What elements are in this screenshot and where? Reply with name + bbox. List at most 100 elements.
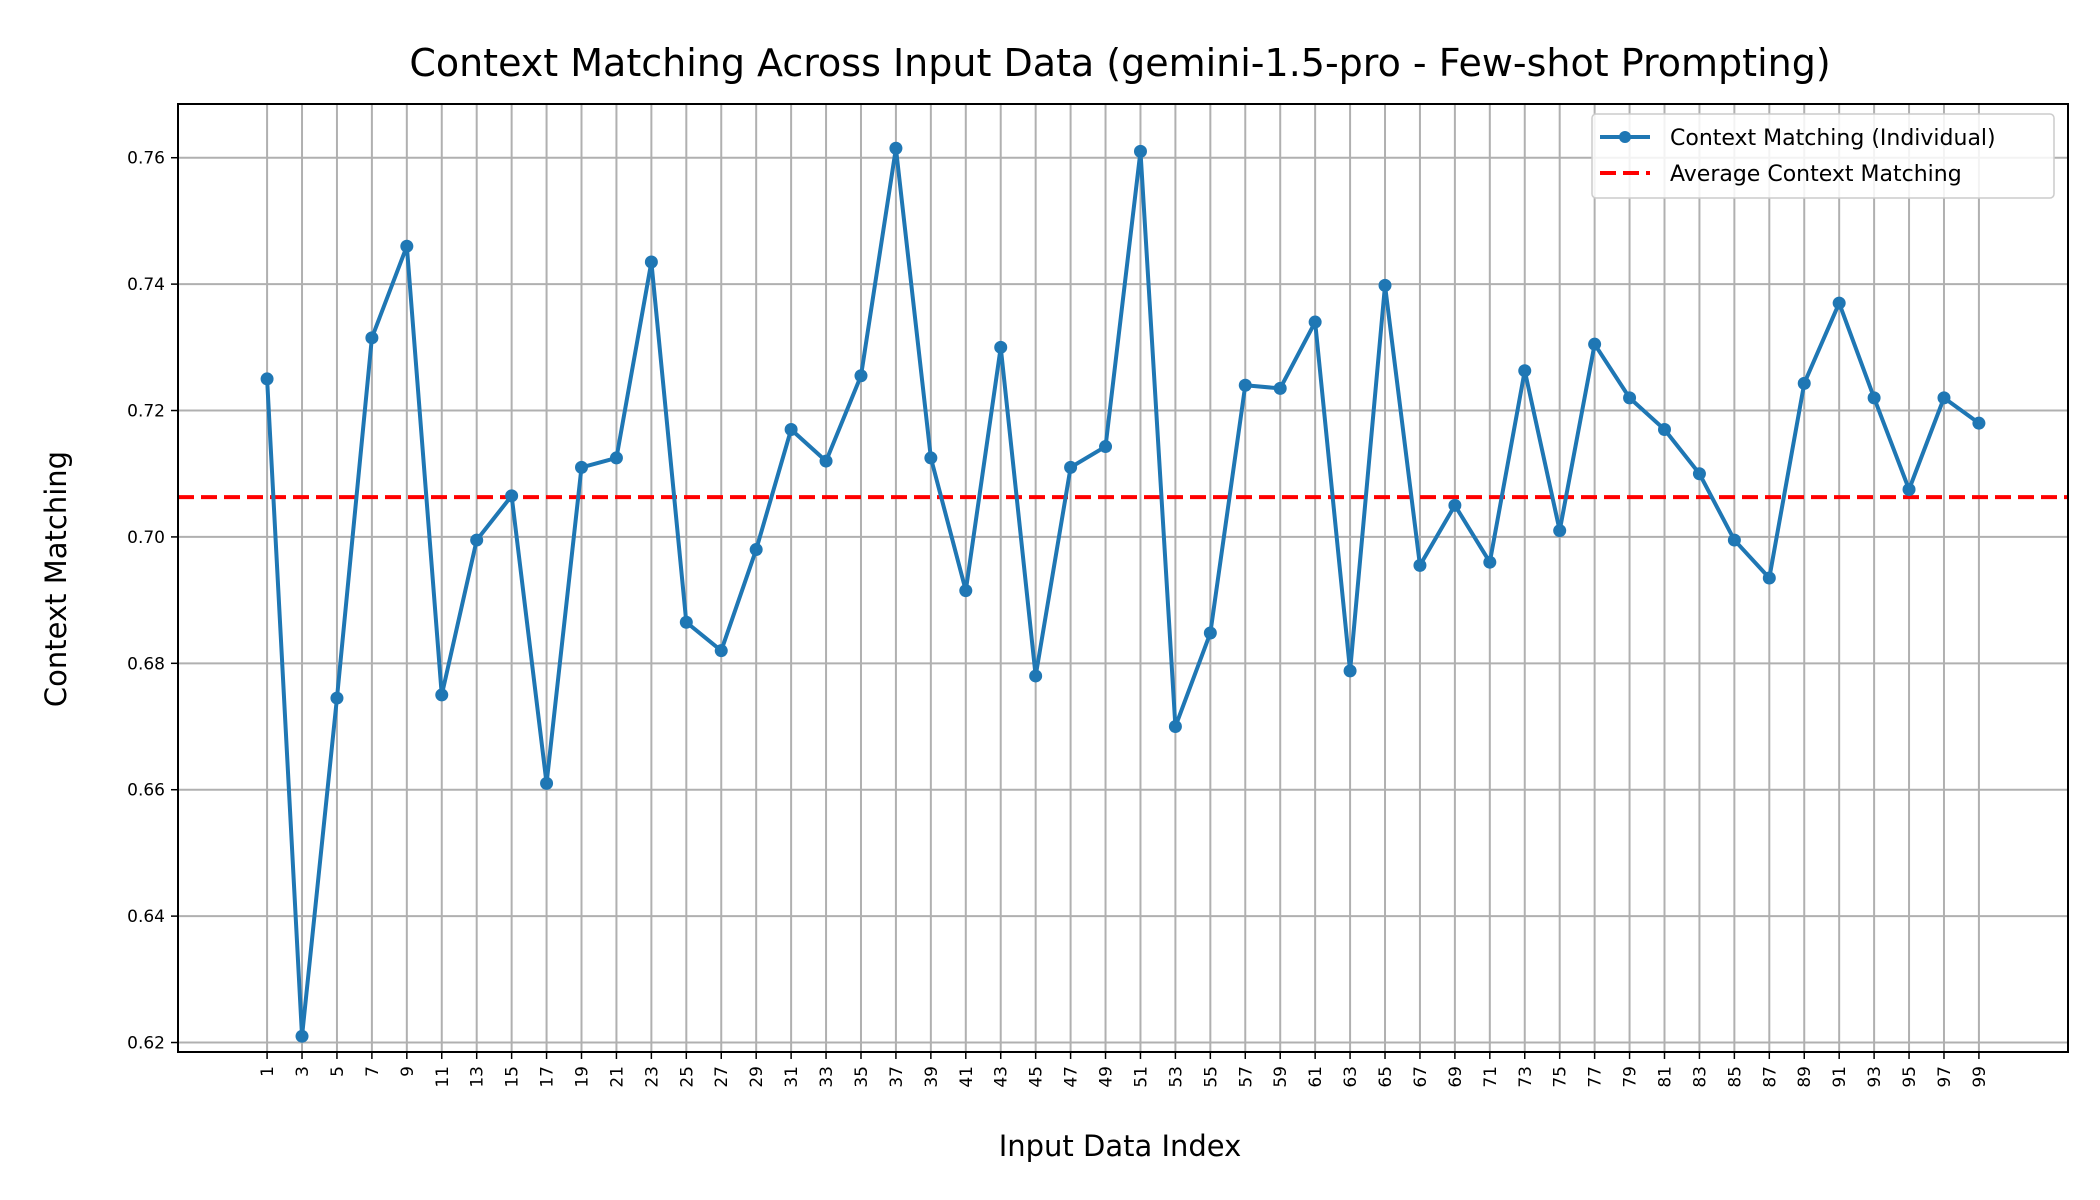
data-point [1867, 391, 1881, 405]
data-point [295, 1029, 309, 1043]
x-tick-label: 25 [677, 1066, 697, 1088]
data-point [1308, 315, 1322, 329]
x-tick-label: 5 [328, 1066, 348, 1077]
x-tick-label: 9 [398, 1066, 418, 1077]
data-point [330, 691, 344, 705]
data-point [1238, 378, 1252, 392]
data-point [1623, 391, 1637, 405]
legend-box [1591, 113, 2055, 199]
x-tick-label: 63 [1341, 1066, 1361, 1088]
data-point [1378, 278, 1392, 292]
x-tick-label: 37 [887, 1066, 907, 1088]
data-point [1902, 483, 1916, 497]
x-tick-label: 77 [1586, 1066, 1606, 1088]
y-axis-ticks: 0.62 0.64 0.66 0.68 0.70 0.72 0.74 0.76 [127, 149, 178, 1054]
y-tick-label: 0.68 [127, 654, 165, 674]
y-tick-label: 0.74 [127, 275, 165, 295]
data-point [1657, 422, 1671, 436]
data-point [575, 460, 589, 474]
x-tick-label: 49 [1097, 1066, 1117, 1088]
data-point [644, 255, 658, 269]
x-tick-label: 35 [852, 1066, 872, 1088]
data-point [1413, 558, 1427, 572]
series-line-individual [265, 146, 1981, 1039]
data-point [1762, 571, 1776, 585]
x-tick-label: 83 [1690, 1066, 1710, 1088]
data-point [959, 584, 973, 598]
x-tick-label: 53 [1166, 1066, 1186, 1088]
data-point [1553, 524, 1567, 538]
data-point [1168, 720, 1182, 734]
grid [178, 104, 2068, 1052]
data-point [260, 372, 274, 386]
x-tick-label: 1 [258, 1066, 278, 1077]
x-tick-label: 87 [1760, 1066, 1780, 1088]
data-point [1518, 364, 1532, 378]
chart-title: Context Matching Across Input Data (gemi… [409, 41, 1830, 85]
x-tick-label: 75 [1551, 1066, 1571, 1088]
data-point [1133, 144, 1147, 158]
x-tick-label: 27 [712, 1066, 732, 1088]
y-tick-label: 0.66 [127, 781, 165, 801]
x-tick-label: 33 [817, 1066, 837, 1088]
data-point [435, 688, 449, 702]
x-tick-label: 57 [1236, 1066, 1256, 1088]
data-point [1832, 296, 1846, 310]
data-point [1273, 381, 1287, 395]
x-tick-label: 51 [1131, 1066, 1151, 1088]
data-point [1937, 391, 1951, 405]
x-tick-label: 45 [1027, 1066, 1047, 1088]
data-point [609, 451, 623, 465]
data-point [854, 369, 868, 383]
x-tick-label: 17 [538, 1066, 558, 1088]
x-tick-label: 73 [1516, 1066, 1536, 1088]
x-tick-label: 95 [1900, 1066, 1920, 1088]
data-point [924, 451, 938, 465]
x-axis-label: Input Data Index [999, 1129, 1242, 1163]
x-axis-ticks: 1 3 5 7 9 11 13 15 17 19 21 23 25 27 29 31 33 35 37 39 41 43 4… [258, 1052, 1990, 1088]
data-point [714, 644, 728, 658]
data-point [1588, 337, 1602, 351]
x-tick-label: 71 [1481, 1066, 1501, 1088]
data-point [749, 543, 763, 557]
x-tick-label: 81 [1655, 1066, 1675, 1088]
data-point [1203, 626, 1217, 640]
legend-label-individual: Context Matching (Individual) [1670, 126, 1996, 151]
x-tick-label: 15 [503, 1066, 523, 1088]
x-tick-label: 55 [1201, 1066, 1221, 1088]
data-point [819, 454, 833, 468]
x-tick-label: 61 [1306, 1066, 1326, 1088]
y-axis-label: Context Matching [39, 451, 73, 707]
legend: Context Matching (Individual) Average Co… [1591, 113, 2055, 199]
x-tick-label: 3 [293, 1066, 313, 1077]
data-point [1448, 498, 1462, 512]
x-tick-label: 47 [1062, 1066, 1082, 1088]
data-point [1797, 376, 1811, 390]
x-tick-label: 65 [1376, 1066, 1396, 1088]
x-tick-label: 13 [468, 1066, 488, 1088]
x-tick-label: 7 [363, 1066, 383, 1077]
x-tick-label: 43 [992, 1066, 1012, 1088]
x-tick-label: 31 [782, 1066, 802, 1088]
y-tick-label: 0.70 [127, 528, 165, 548]
x-tick-label: 91 [1830, 1066, 1850, 1088]
x-tick-label: 93 [1865, 1066, 1885, 1088]
data-point [505, 489, 519, 503]
data-point [1727, 533, 1741, 547]
x-tick-label: 21 [607, 1066, 627, 1088]
data-point [784, 422, 798, 436]
data-point [1064, 460, 1078, 474]
x-tick-label: 69 [1446, 1066, 1466, 1088]
data-point [679, 615, 693, 629]
data-point [1029, 669, 1043, 683]
x-tick-label: 85 [1725, 1066, 1745, 1088]
series-layer [260, 141, 1986, 1043]
x-tick-label: 23 [642, 1066, 662, 1088]
x-tick-label: 39 [922, 1066, 942, 1088]
x-tick-label: 79 [1621, 1066, 1641, 1088]
x-tick-label: 11 [433, 1066, 453, 1088]
data-point [1483, 555, 1497, 569]
data-point [889, 141, 903, 155]
